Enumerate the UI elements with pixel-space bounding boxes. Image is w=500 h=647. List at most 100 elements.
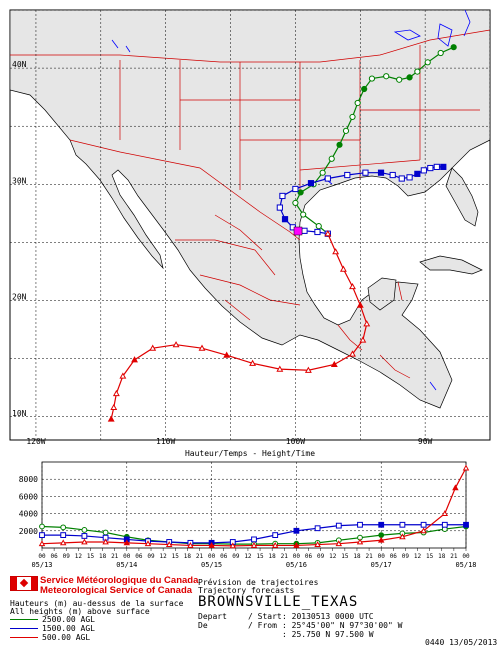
lat-label: 20N	[12, 293, 27, 302]
date-label: 05/17	[371, 561, 392, 569]
series-point	[452, 484, 459, 491]
track-point	[319, 169, 326, 176]
track-point	[315, 223, 322, 230]
track-point	[276, 204, 283, 211]
x-tick-label: 15	[341, 553, 349, 560]
series-point	[229, 542, 237, 549]
series-point	[356, 538, 364, 545]
series-point	[378, 521, 385, 528]
agency-name-en: Meteorological Service of Canada	[40, 585, 193, 596]
x-tick-label: 09	[317, 553, 325, 560]
x-tick-label: 15	[256, 553, 264, 560]
track-point	[314, 228, 321, 236]
series-point	[60, 532, 67, 538]
track-point	[292, 199, 299, 207]
series-point	[39, 532, 45, 538]
x-tick-label: 00	[123, 553, 131, 560]
track-point	[324, 175, 331, 182]
track-point	[223, 351, 231, 358]
chart-grid: 2000 4000 6000 8000	[19, 461, 467, 549]
x-tick-label: 12	[414, 553, 422, 560]
x-tick-label: 18	[438, 553, 446, 560]
from-label: / From	[248, 621, 277, 630]
series-point	[60, 524, 67, 531]
legend-line-2500	[10, 619, 38, 620]
track-point	[433, 163, 440, 170]
trajectory-tracks	[107, 44, 457, 422]
series-point	[399, 521, 406, 528]
track-point	[406, 174, 413, 181]
track-point	[359, 336, 367, 343]
track-point	[354, 99, 361, 107]
x-tick-label: 00	[208, 553, 216, 560]
chart-title: Hauteur/Temps - Height/Time	[185, 449, 315, 458]
track-point	[424, 59, 431, 66]
series-point	[123, 539, 131, 546]
track-point	[361, 85, 368, 93]
track-point	[383, 73, 390, 80]
land-cuba	[419, 255, 483, 275]
series-point	[144, 540, 152, 547]
height-note-fr: Hauteurs (m) au-dessus de la surface	[10, 599, 184, 608]
track-point	[279, 192, 286, 200]
track-point	[112, 389, 120, 397]
date-label: 05/15	[201, 561, 222, 569]
series-point	[420, 521, 427, 528]
timestamp: 0440 13/05/2013	[425, 638, 498, 647]
series-point	[271, 541, 279, 548]
series-point	[335, 522, 342, 529]
x-tick-label: 21	[281, 553, 289, 560]
track-point	[342, 127, 350, 134]
x-tick-label: 09	[147, 553, 155, 560]
series-point	[102, 529, 109, 536]
track-point	[450, 44, 457, 51]
track-point	[427, 164, 434, 172]
date-label: 05/16	[286, 561, 307, 569]
x-tick-label: 18	[269, 553, 277, 560]
source-marker	[293, 226, 303, 236]
y-tick-label: 4000	[19, 510, 38, 519]
track-point	[249, 359, 257, 366]
track-point	[301, 227, 308, 234]
from-value: : 25°45'00" N 97°30'00" W	[282, 621, 403, 630]
track-point	[344, 171, 351, 179]
series-point	[441, 510, 449, 517]
track-point	[324, 230, 332, 237]
canada-flag-icon	[10, 576, 38, 591]
series-point	[102, 538, 109, 545]
product-fr: Prévision de trajectoires	[198, 578, 319, 587]
legend-1500: 1500.00 AGL	[42, 624, 95, 633]
series-point	[81, 533, 88, 539]
legend-500: 500.00 AGL	[42, 633, 91, 642]
graticule	[10, 9, 491, 440]
x-tick-label: 12	[160, 553, 168, 560]
x-tick-label: 09	[402, 553, 410, 560]
track-point	[292, 185, 299, 193]
x-tick-label: 12	[75, 553, 83, 560]
x-tick-label: 06	[390, 553, 398, 560]
series-point	[187, 541, 194, 548]
x-tick-label: 06	[305, 553, 313, 560]
track-point	[398, 175, 405, 182]
series-point	[462, 464, 470, 471]
x-tick-label: 00	[462, 553, 470, 560]
series-point	[420, 527, 427, 534]
series-point	[165, 541, 173, 547]
lat-label: 40N	[12, 60, 27, 69]
series-point	[399, 533, 406, 540]
agency-name: Service Météorologique du Canada Meteoro…	[40, 576, 198, 596]
track-point	[362, 169, 369, 176]
x-tick-label: 09	[63, 553, 71, 560]
lon-label: 90W	[418, 437, 433, 446]
legend-line-1500	[10, 628, 38, 629]
y-tick-label: 8000	[19, 475, 38, 484]
track-point	[440, 163, 447, 170]
land-florida	[445, 167, 479, 227]
track-point	[332, 248, 340, 255]
track-point	[363, 320, 371, 327]
track-point	[110, 403, 118, 411]
series-point	[335, 540, 343, 547]
product-en: Trajectory forecasts	[198, 586, 295, 595]
start-value: : 20130513 0000 UTC	[282, 612, 374, 621]
height-note-en: All heights (m) above surface	[10, 607, 150, 616]
